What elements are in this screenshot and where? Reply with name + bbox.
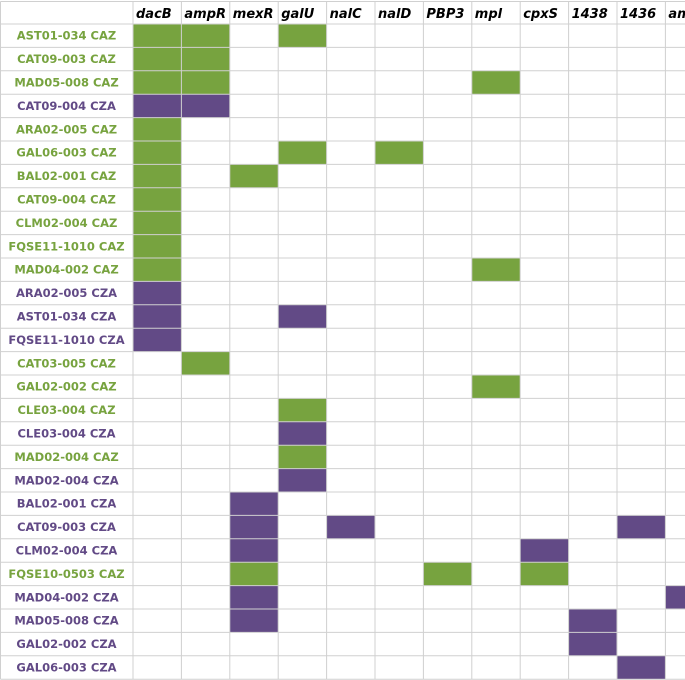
heatmap-cell [133,304,182,329]
row-labels: AST01-034 CAZ CAT09-003 CAZ MAD05-008 CAZ C… [8,29,124,675]
heatmap-cell [278,421,327,446]
row-label: GAL06-003 CZA [16,661,116,675]
row-label: ARA02-005 CZA [16,286,117,300]
row-label: MAD04-002 CZA [14,590,118,604]
row-label: FQSE10-0503 CAZ [8,567,124,581]
heatmap-cells [133,24,685,680]
heatmap-cell [181,351,230,375]
row-label: MAD02-004 CZA [14,473,118,487]
heatmap-cell [665,585,685,609]
heatmap-cell [181,24,230,48]
heatmap-cell [133,234,182,258]
heatmap-cell [617,655,666,680]
heatmap-cell [133,24,182,48]
heatmap-cell [133,187,182,212]
column-header-mpl: mpl [475,7,503,22]
row-label: AST01-034 CAZ [17,29,117,43]
heatmap-cell [229,585,279,609]
heatmap-cell [181,70,230,95]
column-header-mexR: mexR [233,7,274,22]
heatmap-cell [617,515,666,539]
heatmap-cell [133,211,182,235]
heatmap-cell [520,562,569,586]
column-header-ampD: ampD [668,7,685,22]
heatmap-cell [326,515,375,539]
row-label: CLE03-004 CZA [17,427,115,441]
row-label: CAT03-005 CAZ [17,356,116,370]
row-label: CAT09-004 CAZ [17,193,116,207]
column-header-galU: galU [281,7,315,22]
heatmap-cell [229,538,279,563]
heatmap-cell [568,632,617,656]
heatmap-cell [181,47,230,71]
heatmap-cell [471,70,521,95]
heatmap-cell [423,562,472,586]
heatmap-cell [133,281,182,305]
row-label: GAL02-002 CAZ [16,380,116,394]
row-label: BAL02-001 CZA [17,497,117,511]
heatmap-cell [278,24,327,48]
column-header-nalC: nalC [330,7,362,22]
row-label: GAL06-003 CAZ [16,146,116,160]
row-label: ARA02-005 CAZ [16,122,117,136]
row-label: GAL02-002 CZA [16,637,116,651]
heatmap-cell [133,141,182,165]
row-label: MAD05-008 CAZ [14,76,118,90]
heatmap-cell [278,141,327,165]
heatmap-cell [229,609,279,633]
column-header-dacB: dacB [136,7,172,22]
heatmap-cell [133,258,182,282]
column-header-cpxS: cpxS [523,7,558,22]
column-header-ampR: ampR [184,7,226,22]
heatmap-cell [229,164,279,188]
row-label: FQSE11-1010 CZA [8,333,124,347]
heatmap-cell [520,538,569,563]
row-label: CLM02-004 CZA [16,544,118,558]
heatmap-cell [375,141,424,165]
row-label: CAT09-004 CZA [17,99,116,113]
heatmap-cell [181,94,230,118]
row-label: CAT09-003 CZA [17,520,116,534]
heatmap-cell [568,609,617,633]
row-label: AST01-034 CZA [17,310,117,324]
row-label: CAT09-003 CAZ [17,52,116,66]
heatmap-cell [278,398,327,422]
column-header-1436: 1436 [620,7,656,22]
row-label: MAD04-002 CAZ [14,263,118,277]
row-label: CLM02-004 CAZ [16,216,118,230]
heatmap-cell [133,328,182,352]
heatmap-cell [278,445,327,469]
heatmap-cell [278,304,327,329]
row-label: MAD02-004 CAZ [14,450,118,464]
row-label: FQSE11-1010 CAZ [8,239,124,253]
row-label: CLE03-004 CAZ [17,403,115,417]
row-label: BAL02-001 CAZ [17,169,116,183]
column-header-nalD: nalD [378,7,411,22]
column-headers: dacB ampR mexR galU nalC nalD PBP3 mpl cpxS 1438 1… [136,7,685,22]
heatmap-cell [471,375,521,399]
heatmap-cell [133,70,182,95]
row-label: MAD05-008 CZA [14,614,118,628]
heatmap-cell [278,468,327,492]
heatmap-cell [133,94,182,118]
heatmap-cell [229,515,279,539]
heatmap-cell [229,492,279,516]
heatmap-cell [133,164,182,188]
heatmap-cell [471,258,521,282]
heatmap-cell [133,117,182,141]
heatmap-cell [229,562,279,586]
column-header-1438: 1438 [572,7,608,22]
heatmap-cell [133,47,182,71]
column-header-PBP3: PBP3 [426,7,464,22]
